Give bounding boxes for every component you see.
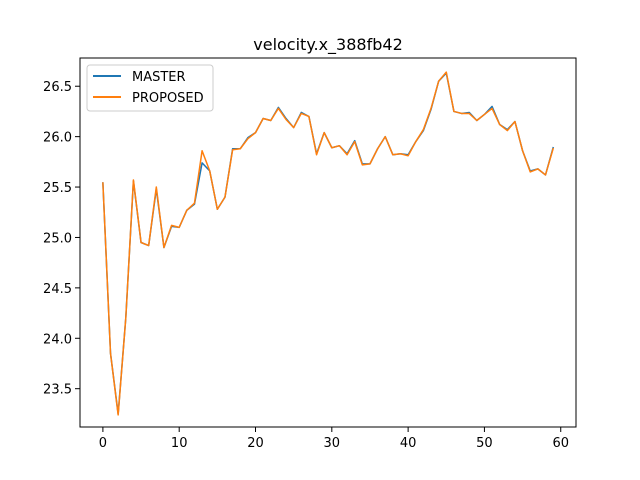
chart-title: velocity.x_388fb42 <box>253 35 403 55</box>
y-tick-label: 26.5 <box>43 80 72 95</box>
y-tick-label: 24.0 <box>43 332 72 347</box>
x-tick-label: 0 <box>99 436 107 451</box>
x-tick-label: 50 <box>476 436 493 451</box>
legend-label-master: MASTER <box>132 70 186 85</box>
y-tick-label: 24.5 <box>43 282 72 297</box>
y-tick-label: 25.0 <box>43 231 72 246</box>
y-tick-label: 25.5 <box>43 181 72 196</box>
legend: MASTER PROPOSED <box>86 64 214 112</box>
series-line-proposed <box>102 71 555 416</box>
plot-area-frame <box>79 57 577 428</box>
y-tick-label: 26.0 <box>43 131 72 146</box>
x-tick-label: 40 <box>400 436 417 451</box>
y-axis: 23.5 24.0 24.5 25.0 25.5 26.0 26.5 <box>43 80 80 398</box>
y-tick-label: 23.5 <box>43 383 72 398</box>
legend-label-proposed: PROPOSED <box>132 91 204 106</box>
series-lines <box>102 71 555 416</box>
x-tick-label: 60 <box>552 436 569 451</box>
x-tick-label: 20 <box>247 436 264 451</box>
x-axis: 0 10 20 30 40 50 60 <box>99 427 569 451</box>
x-tick-label: 10 <box>171 436 188 451</box>
x-tick-label: 30 <box>324 436 341 451</box>
